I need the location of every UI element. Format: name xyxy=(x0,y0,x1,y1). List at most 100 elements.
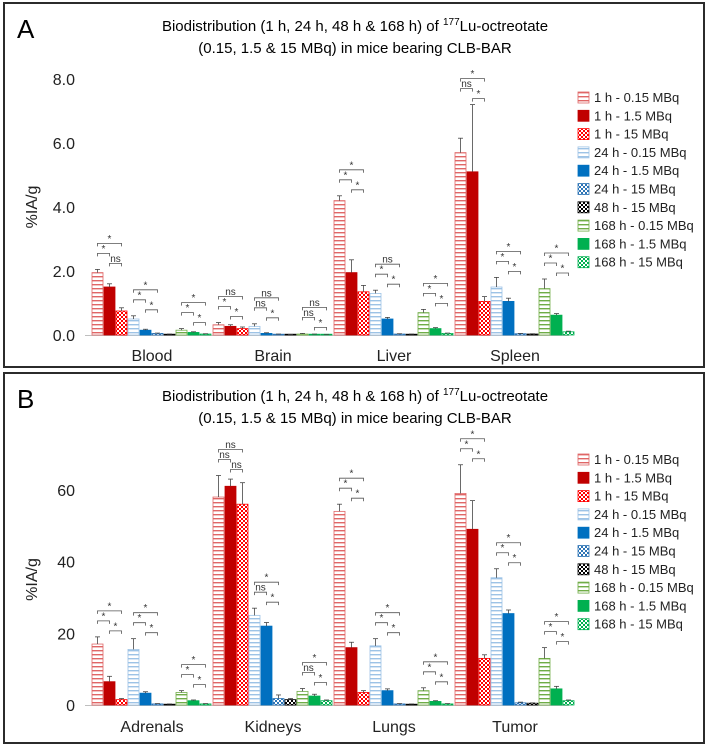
significance-label: * xyxy=(186,303,190,314)
y-tick-label: 0.0 xyxy=(53,328,75,345)
significance-label: ns xyxy=(225,440,236,451)
significance-bracket xyxy=(218,306,231,310)
title-line-2: (0.15, 1.5 & 15 MBq) in mice bearing CLB… xyxy=(198,410,512,427)
significance-bracket xyxy=(181,312,194,316)
bar xyxy=(199,333,212,336)
title-prefix: Biodistribution (1 h, 24 h, 48 h & 168 h… xyxy=(161,388,439,405)
significance-label: * xyxy=(144,280,148,291)
y-tick-label: 4.0 xyxy=(53,200,75,217)
bar xyxy=(151,703,164,706)
significance-bracket xyxy=(460,448,473,452)
significance-bracket xyxy=(133,622,146,626)
significance-bracket xyxy=(97,253,110,257)
chart-title: Biodistribution (1 h, 24 h, 48 h & 168 h… xyxy=(105,12,605,60)
significance-bracket xyxy=(266,317,279,321)
bar xyxy=(393,703,406,706)
significance-label: * xyxy=(223,297,227,308)
significance-bracket xyxy=(302,672,315,676)
legend-swatch xyxy=(577,526,590,539)
legend-swatch xyxy=(577,618,590,631)
bar xyxy=(260,625,273,706)
legend-label: 24 h - 1.5 MBq xyxy=(594,525,679,540)
significance-label: ns xyxy=(382,255,393,266)
bar xyxy=(490,286,503,336)
legend-label: 24 h - 1.5 MBq xyxy=(594,163,679,178)
y-tick-label: 0 xyxy=(66,698,75,715)
significance-label: * xyxy=(150,623,154,634)
category-label: Tumor xyxy=(492,719,538,736)
bar xyxy=(454,152,467,336)
significance-label: * xyxy=(471,429,475,440)
legend-label: 168 h - 15 MBq xyxy=(594,617,683,632)
significance-label: * xyxy=(271,308,275,319)
significance-bracket xyxy=(97,243,122,247)
significance-bracket xyxy=(375,273,388,278)
significance-label: ns xyxy=(309,298,320,309)
significance-bracket xyxy=(351,189,364,193)
legend-swatch xyxy=(577,128,590,140)
significance-label: ns xyxy=(231,460,242,471)
bar xyxy=(187,700,200,706)
significance-bracket xyxy=(230,316,243,320)
significance-label: ns xyxy=(225,287,236,298)
significance-label: * xyxy=(428,284,432,295)
significance-bracket xyxy=(339,487,352,492)
significance-bracket xyxy=(314,682,327,686)
significance-label: * xyxy=(150,300,154,311)
significance-label: ns xyxy=(303,663,314,674)
significance-label: * xyxy=(144,603,148,614)
bar xyxy=(357,291,370,336)
significance-label: * xyxy=(114,621,118,632)
significance-label: * xyxy=(313,653,317,664)
significance-label: * xyxy=(507,533,511,544)
significance-bracket xyxy=(508,271,521,275)
significance-bracket xyxy=(181,664,206,668)
significance-bracket xyxy=(375,622,388,626)
significance-label: * xyxy=(386,603,390,614)
bar xyxy=(417,312,430,336)
significance-bracket xyxy=(339,179,352,183)
bar xyxy=(393,333,406,336)
significance-bracket xyxy=(302,317,315,321)
bar xyxy=(199,703,212,706)
bar xyxy=(429,701,442,706)
bar xyxy=(441,703,454,706)
y-tick-label: 60 xyxy=(57,483,75,500)
significance-bracket xyxy=(556,272,569,276)
bar xyxy=(502,613,515,706)
y-axis-label: %IA/g xyxy=(24,186,41,229)
bar xyxy=(139,692,152,706)
category-label: Brain xyxy=(254,348,291,365)
bar xyxy=(490,577,503,706)
y-tick-label: 2.0 xyxy=(53,264,75,281)
significance-bracket xyxy=(339,477,364,482)
panel-a: A Biodistribution (1 h, 24 h, 48 h & 168… xyxy=(3,2,705,368)
bar xyxy=(296,690,309,706)
significance-label: * xyxy=(198,675,202,686)
bar xyxy=(478,300,491,336)
significance-bracket xyxy=(302,662,327,666)
legend-label: 1 h - 15 MBq xyxy=(594,127,668,142)
bar xyxy=(187,332,200,336)
significance-label: * xyxy=(186,665,190,676)
legend-swatch xyxy=(577,109,590,122)
category-label: Blood xyxy=(132,348,173,365)
bar xyxy=(454,493,467,706)
significance-bracket xyxy=(133,289,158,293)
significance-label: * xyxy=(428,662,432,673)
significance-bracket xyxy=(435,681,448,685)
legend-label: 168 h - 1.5 MBq xyxy=(594,236,687,251)
category-label: Spleen xyxy=(490,348,540,365)
bar xyxy=(550,314,563,336)
significance-bracket xyxy=(387,632,400,636)
significance-bracket xyxy=(496,552,509,556)
significance-bracket xyxy=(460,88,473,92)
legend-label: 48 h - 15 MBq xyxy=(594,562,676,577)
legend-label: 168 h - 1.5 MBq xyxy=(594,598,687,613)
significance-label: ns xyxy=(255,583,266,594)
category-label: Adrenals xyxy=(120,719,183,736)
legend-swatch xyxy=(577,599,590,612)
legend-swatch xyxy=(577,471,590,484)
significance-label: * xyxy=(319,673,323,684)
significance-label: * xyxy=(434,274,438,285)
